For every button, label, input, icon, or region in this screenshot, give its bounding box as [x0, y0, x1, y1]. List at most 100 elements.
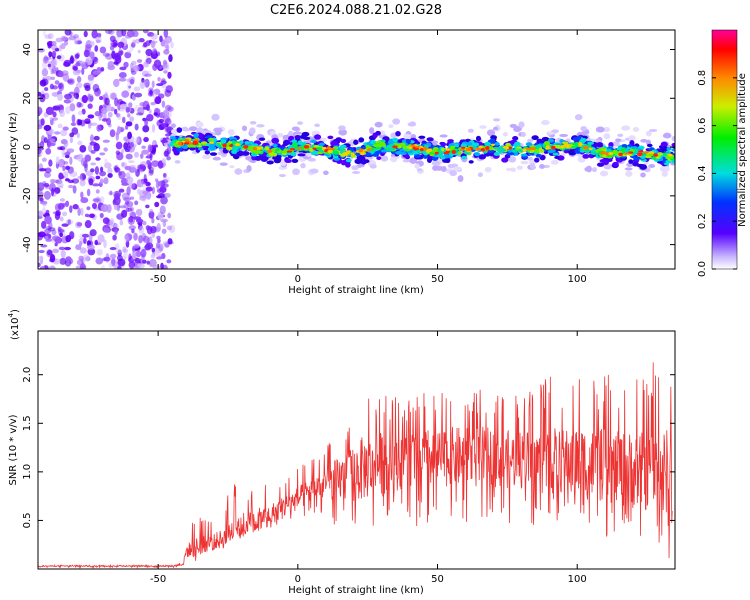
- noise-blob: [118, 171, 122, 176]
- noise-blob: [38, 48, 45, 53]
- noise-blob: [114, 164, 119, 174]
- noise-blob: [96, 32, 102, 38]
- band-cell: [252, 147, 258, 151]
- band-cell: [643, 151, 650, 154]
- noise-blob: [117, 102, 121, 111]
- noise-blob: [149, 258, 157, 267]
- noise-blob: [101, 264, 106, 269]
- x-tick-label: 100: [568, 274, 587, 285]
- band-cell: [196, 144, 203, 148]
- band-cell: [559, 133, 569, 138]
- noise-blob: [54, 242, 58, 247]
- band-cell: [215, 142, 221, 147]
- noise-blob: [117, 249, 122, 257]
- noise-blob: [162, 172, 167, 179]
- noise-blob: [121, 90, 130, 98]
- noise-blob: [119, 219, 124, 226]
- band-cell: [660, 165, 670, 173]
- noise-blob: [161, 158, 166, 164]
- noise-blob: [74, 40, 78, 45]
- noise-blob: [156, 235, 161, 240]
- noise-blob: [60, 159, 65, 164]
- noise-blob: [147, 31, 155, 37]
- band-cell: [187, 144, 193, 148]
- noise-blob: [104, 30, 113, 34]
- band-cell: [192, 140, 198, 145]
- band-cell: [209, 145, 217, 151]
- noise-blob: [94, 166, 100, 175]
- band-cell: [655, 156, 661, 159]
- noise-blob: [59, 129, 68, 137]
- noise-blob: [167, 238, 173, 245]
- band-cell: [390, 156, 398, 163]
- band-cell: [628, 159, 634, 164]
- band-cell: [440, 142, 447, 147]
- noise-blob: [136, 59, 143, 63]
- noise-blob: [100, 204, 109, 213]
- noise-blob: [70, 122, 77, 127]
- noise-blob: [146, 260, 150, 265]
- noise-blob: [91, 30, 98, 39]
- noise-blob: [107, 111, 113, 118]
- noise-blob: [51, 229, 57, 236]
- band-cell: [352, 170, 361, 174]
- noise-blob: [166, 259, 172, 264]
- colorbar-tick-label: 0.6: [697, 118, 708, 134]
- noise-blob: [103, 256, 111, 262]
- band-cell: [183, 142, 190, 145]
- noise-blob: [146, 104, 150, 111]
- band-cell: [255, 146, 262, 151]
- noise-blob: [139, 153, 144, 159]
- noise-blob: [60, 249, 66, 259]
- noise-blob: [43, 55, 49, 63]
- band-cell: [443, 151, 449, 155]
- band-cell: [418, 135, 426, 139]
- noise-blob: [84, 220, 92, 229]
- band-cell: [640, 138, 648, 143]
- noise-blob: [102, 139, 110, 143]
- noise-blob: [133, 265, 140, 269]
- noise-blob: [84, 85, 91, 92]
- band-cell: [600, 150, 606, 155]
- noise-blob: [62, 144, 67, 151]
- band-cell: [188, 126, 198, 132]
- noise-blob: [163, 40, 169, 49]
- noise-blob: [124, 165, 132, 171]
- noise-blob: [144, 118, 148, 127]
- noise-blob: [157, 76, 161, 82]
- noise-blob: [49, 83, 54, 90]
- noise-blob: [50, 76, 56, 81]
- noise-blob: [161, 228, 167, 234]
- noise-blob: [87, 244, 95, 250]
- noise-blob: [64, 93, 73, 100]
- band-cell: [286, 150, 293, 153]
- noise-blob: [50, 68, 54, 75]
- band-cell: [174, 144, 180, 148]
- band-cell: [648, 151, 655, 154]
- noise-blob: [157, 160, 164, 169]
- noise-blob: [47, 227, 56, 232]
- noise-blob: [47, 63, 52, 68]
- noise-blob: [61, 223, 69, 227]
- band-cell: [512, 136, 519, 141]
- noise-blob: [41, 157, 47, 162]
- noise-blob: [162, 64, 168, 69]
- noise-blob: [39, 266, 46, 269]
- noise-blob: [82, 233, 90, 238]
- noise-blob: [49, 253, 56, 263]
- noise-blob: [135, 218, 144, 223]
- noise-blob: [80, 197, 89, 204]
- band-cell: [374, 121, 383, 128]
- band-cell: [554, 155, 560, 159]
- noise-blob: [38, 106, 43, 116]
- band-cell: [267, 149, 273, 153]
- noise-blob: [128, 182, 136, 189]
- noise-blob: [150, 225, 157, 234]
- noise-blob: [151, 147, 156, 155]
- noise-blob: [160, 196, 168, 205]
- band-cell: [422, 155, 429, 159]
- noise-blob: [65, 200, 70, 207]
- band-cell: [201, 154, 211, 160]
- band-cell: [599, 170, 609, 177]
- band-cell: [392, 145, 398, 149]
